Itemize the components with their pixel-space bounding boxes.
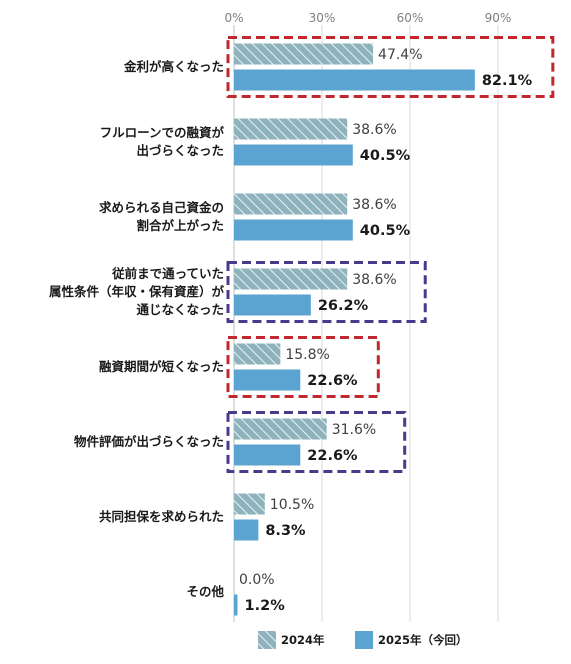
bar-2025 — [234, 369, 301, 391]
category-label: 従前まで通っていた — [111, 266, 224, 281]
highlight-box — [226, 36, 555, 98]
category-label: 属性条件（年収・保有資産）が — [49, 284, 225, 299]
data-label-2024: 47.4% — [378, 47, 422, 63]
bar-2025 — [234, 69, 475, 91]
bar-2024 — [234, 118, 348, 140]
bar-2025 — [234, 219, 353, 241]
highlight-boxes — [226, 36, 555, 473]
category-label: 出づらくなった — [136, 143, 224, 158]
data-label-2025: 26.2% — [318, 298, 369, 314]
legend-swatch-2024 — [258, 631, 276, 649]
x-tick-label: 60% — [397, 11, 424, 25]
data-label-2025: 40.5% — [360, 223, 411, 239]
data-label-2024: 38.6% — [352, 197, 396, 213]
data-label-2025: 22.6% — [307, 373, 358, 389]
highlight-box — [226, 336, 380, 398]
legend-label-2024: 2024年 — [281, 633, 325, 647]
data-label-2025: 40.5% — [360, 148, 411, 164]
data-label-2024: 38.6% — [352, 272, 396, 288]
data-label-2025: 1.2% — [245, 598, 286, 614]
data-label-2024: 38.6% — [352, 122, 396, 138]
bar-2024 — [234, 268, 348, 290]
category-label: 割合が上がった — [136, 218, 224, 233]
legend-label-2025: 2025年（今回） — [378, 633, 468, 647]
data-label-2024: 10.5% — [270, 497, 314, 513]
bar-2025 — [234, 519, 259, 541]
category-label: 求められる自己資金の — [99, 200, 224, 215]
category-label: フルローンでの融資が — [100, 125, 225, 140]
category-label: 融資期間が短くなった — [99, 359, 224, 374]
x-tick-label: 30% — [309, 11, 336, 25]
category-label: その他 — [186, 584, 224, 599]
labels: 0% 30% 60% 90% 47.4% 82.1% 金利が高くなった 38.6% 40.5% フ… — [49, 11, 533, 614]
bar-2025 — [234, 594, 238, 616]
bar-2024 — [234, 343, 281, 365]
category-label: 物件評価が出づらくなった — [74, 434, 224, 449]
data-label-2025: 8.3% — [265, 523, 306, 539]
bar-2025 — [234, 294, 311, 316]
category-label: 金利が高くなった — [123, 59, 224, 74]
highlight-box — [226, 411, 407, 473]
bar-2025 — [234, 444, 301, 466]
bar-2024 — [234, 193, 348, 215]
bar-2024 — [234, 493, 265, 515]
data-label-2024: 31.6% — [332, 422, 376, 438]
bar-2024 — [234, 43, 374, 65]
category-label: 共同担保を求められた — [99, 509, 224, 524]
data-label-2025: 82.1% — [482, 73, 533, 89]
data-label-2025: 22.6% — [307, 448, 358, 464]
data-label-2024: 15.8% — [285, 347, 329, 363]
bar-2024 — [234, 418, 327, 440]
legend: 2024年 2025年（今回） — [258, 631, 468, 649]
x-tick-label: 90% — [485, 11, 512, 25]
legend-swatch-2025 — [355, 631, 373, 649]
bar-2025 — [234, 144, 353, 166]
x-tick-label: 0% — [224, 11, 243, 25]
highlight-box — [226, 261, 427, 323]
data-label-2024: 0.0% — [239, 572, 275, 588]
category-label: 通じなくなった — [136, 302, 224, 317]
bars — [234, 43, 475, 616]
